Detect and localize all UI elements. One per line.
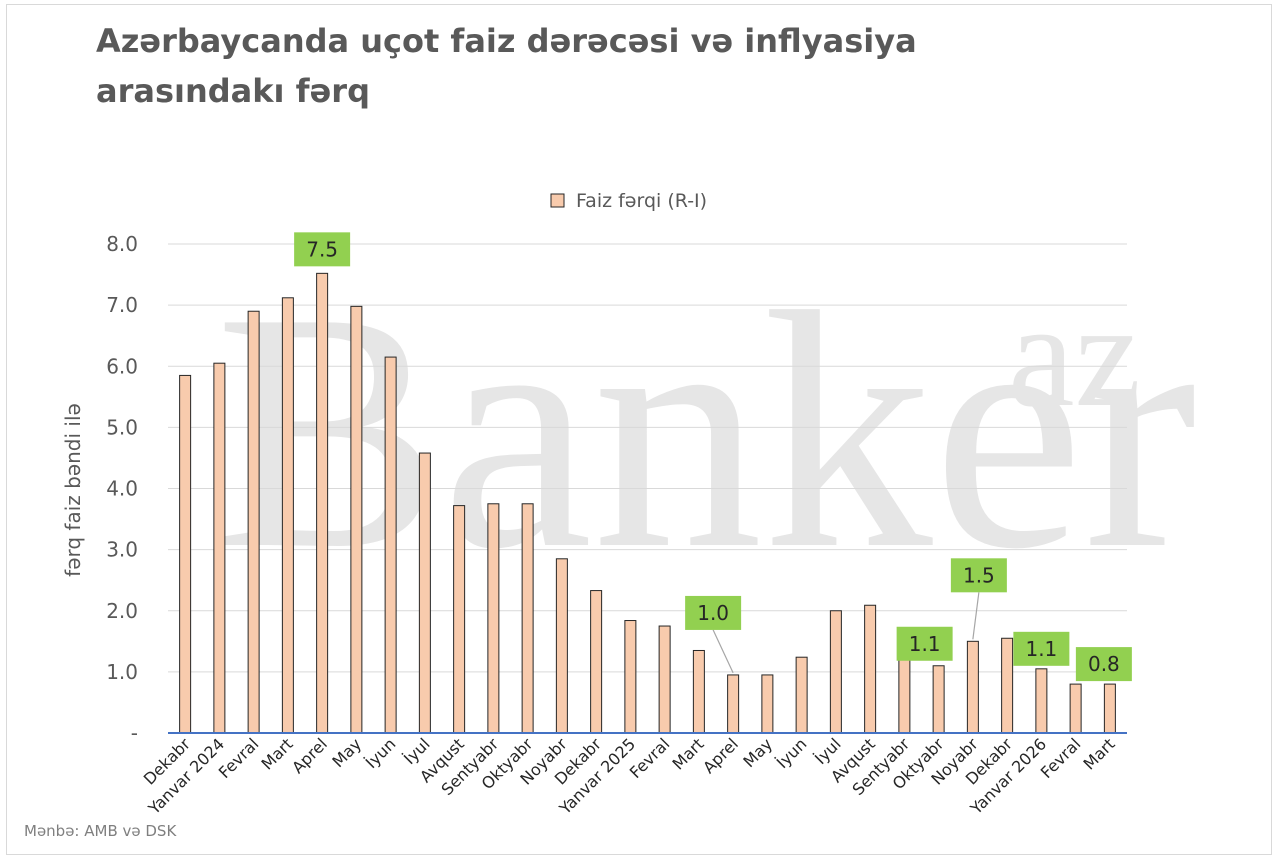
bar	[761, 674, 774, 734]
y-axis-label: fərq faiz bəndi ilə	[61, 403, 85, 577]
bar	[213, 362, 226, 734]
bar	[795, 656, 808, 734]
legend-swatch	[550, 193, 565, 208]
bar	[487, 503, 500, 734]
chart-title: Azərbaycanda uçot faiz dərəcəsi və infly…	[96, 22, 917, 110]
legend-label: Faiz fərqi (R-I)	[576, 190, 707, 212]
data-label: 1.0	[697, 601, 729, 625]
y-tick-label: 1.0	[106, 660, 138, 684]
bar	[932, 665, 945, 734]
bar	[384, 356, 397, 734]
bar	[1103, 683, 1116, 734]
y-tick-label: -	[131, 721, 138, 745]
x-tick-label: Aprel	[288, 734, 331, 777]
x-tick-label: İyun	[773, 734, 811, 772]
data-label-box	[1075, 647, 1132, 682]
x-tick-label: İyun	[362, 734, 400, 772]
data-label-box	[685, 595, 742, 630]
x-tick-label: May	[328, 734, 365, 771]
y-tick-label: 8.0	[106, 232, 138, 256]
bar	[179, 374, 192, 734]
data-label: 7.5	[306, 237, 338, 261]
leader-line	[712, 629, 734, 674]
y-tick-label: 3.0	[106, 538, 138, 562]
bar	[350, 305, 363, 734]
bar	[1001, 637, 1014, 734]
leader-line	[972, 592, 980, 640]
bar	[590, 590, 603, 734]
data-label-box	[950, 558, 1007, 593]
data-label: 1.5	[963, 563, 995, 587]
bar	[864, 604, 877, 734]
bar	[692, 649, 705, 734]
bar	[247, 310, 260, 734]
bar	[555, 558, 568, 734]
data-label-box	[294, 232, 351, 267]
data-label-box	[896, 626, 953, 661]
bar	[316, 272, 329, 734]
bar	[1069, 683, 1082, 734]
data-label: 0.8	[1088, 652, 1120, 676]
bar	[658, 625, 671, 734]
x-tick-label: May	[739, 734, 776, 771]
y-tick-label: 2.0	[106, 599, 138, 623]
svg-text:az: az	[1008, 272, 1141, 438]
bar	[453, 505, 466, 734]
bar	[829, 610, 842, 734]
data-label: 1.1	[1025, 637, 1057, 661]
bar	[966, 640, 979, 734]
x-tick-label: Aprel	[699, 734, 742, 777]
bar	[727, 674, 740, 734]
bar	[281, 297, 294, 734]
bar	[624, 620, 637, 734]
bar	[1035, 668, 1048, 734]
source-note: Mənbə: AMB və DSK	[24, 822, 177, 840]
y-tick-label: 5.0	[106, 415, 138, 439]
bar	[521, 503, 534, 734]
y-tick-label: 6.0	[106, 354, 138, 378]
x-tick-label: Mart	[1079, 734, 1118, 773]
bar	[898, 654, 911, 734]
data-label-box	[1013, 631, 1070, 666]
y-tick-label: 7.0	[106, 293, 138, 317]
y-tick-label: 4.0	[106, 477, 138, 501]
bar	[418, 452, 431, 734]
data-label: 1.1	[909, 632, 941, 656]
